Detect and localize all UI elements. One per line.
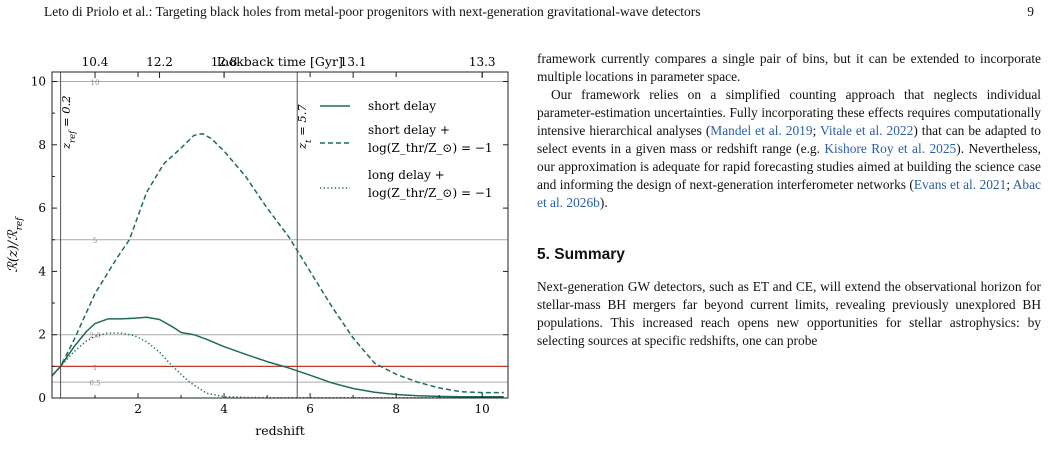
top-tick-label-1: 12.2 (146, 55, 173, 69)
ref-line-label-0: 10 (91, 79, 100, 87)
legend-label-short-lowz-2: log(Z_thr/Z_⊙) = −1 (368, 141, 493, 155)
citation-vitale[interactable]: Vitale et al. 2022 (820, 123, 914, 138)
x-tick-label-4: 10 (475, 402, 490, 416)
series-line-1 (51, 132, 504, 394)
reference-lines: 10 5 2.0 1 0.5 (52, 79, 508, 388)
top-tick-label-0: 10.4 (82, 55, 109, 69)
series-line-2 (51, 332, 504, 399)
rate-ratio-figure: lookback time [Gyr] 10.4 12.2 12.8 13.1 13.3… (6, 54, 509, 438)
x-tick-label-1: 4 (220, 402, 228, 416)
ref-line-label-4: 0.5 (89, 380, 100, 388)
ref-line-label-1: 5 (93, 237, 97, 245)
x-tick-label-0: 2 (134, 402, 142, 416)
page-number: 9 (1027, 4, 1034, 19)
x-axis-ticks: 2 4 6 8 10 (94, 72, 490, 416)
x-tick-label-3: 8 (392, 402, 400, 416)
y-tick-label-2: 4 (38, 264, 46, 278)
citation-kishore[interactable]: Kishore Roy et al. 2025 (824, 141, 957, 156)
top-tick-label-2: 12.8 (211, 55, 238, 69)
running-header: Leto di Priolo et al.: Targeting black h… (0, 4, 1054, 28)
y-tick-label-0: 0 (38, 391, 46, 405)
y-tick-label-3: 6 (38, 201, 46, 215)
plot-frame (51, 71, 509, 399)
section-heading-summary: 5. Summary (537, 246, 625, 263)
ref-line-label-2: 2.0 (89, 332, 100, 340)
legend-label-short: short delay (368, 99, 436, 113)
y-tick-label-5: 10 (31, 74, 46, 88)
ref-line-label-3: 1 (93, 364, 97, 372)
running-title: Leto di Priolo et al.: Targeting black h… (44, 4, 701, 19)
y-axis-label: ℛ(z)/ℛref (6, 216, 25, 273)
top-axis-label: lookback time [Gyr] (217, 54, 343, 69)
body-text-column: framework currently compares a single pa… (537, 50, 1041, 350)
y-axis-ticks: 0 2 4 6 8 10 (31, 74, 508, 405)
paragraph-summary: Next-generation GW detectors, such as ET… (537, 279, 1041, 348)
legend-label-short-lowz-1: short delay + (368, 123, 450, 137)
citation-evans[interactable]: Evans et al. 2021 (913, 177, 1007, 192)
x-tick-label-2: 6 (306, 402, 314, 416)
legend-label-long-lowz-2: log(Z_thr/Z_⊙) = −1 (368, 186, 493, 200)
series-line-0 (51, 316, 504, 398)
paragraph-approach: Our framework relies on a simplified cou… (537, 87, 1041, 210)
paragraph-framework: framework currently compares a single pa… (537, 51, 1041, 84)
citation-abac[interactable]: Abac et al. 2026b (537, 177, 1041, 210)
legend: short delay short delay + log(Z_thr/Z_⊙)… (320, 99, 493, 200)
top-tick-label-3: 13.1 (340, 55, 367, 69)
top-tick-label-4: 13.3 (469, 55, 496, 69)
x-axis-label: redshift (255, 423, 305, 438)
y-tick-label-1: 2 (38, 328, 46, 342)
vertical-markers: zref = 0.2 zt = 5.7 (59, 72, 314, 398)
legend-label-long-lowz-1: long delay + (368, 168, 445, 182)
series-curves (51, 132, 504, 399)
vline-left-label: zref = 0.2 (59, 95, 78, 150)
vline-right-label: zt = 5.7 (295, 104, 314, 150)
citation-mandel[interactable]: Mandel et al. 2019 (710, 123, 813, 138)
y-tick-label-4: 8 (38, 138, 46, 152)
